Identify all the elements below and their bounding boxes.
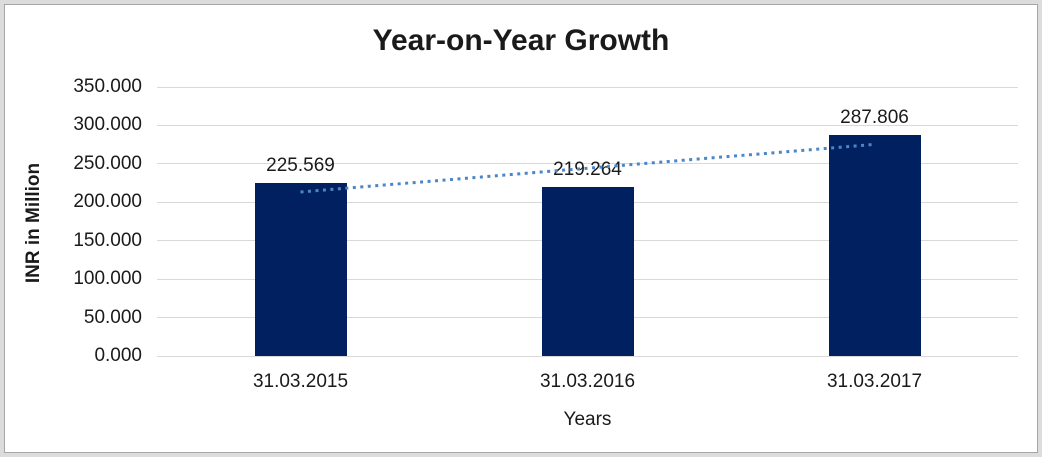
y-tick-label: 350.000 xyxy=(73,76,142,97)
x-tick-label: 31.03.2015 xyxy=(252,371,349,392)
chart-title: Year-on-Year Growth xyxy=(372,24,670,57)
bar-31-03-2016 xyxy=(541,187,634,356)
y-tick-label: 0.000 xyxy=(94,345,142,366)
y-tick-label: 50.000 xyxy=(83,306,142,328)
y-tick-label: 200.000 xyxy=(73,191,142,213)
x-tick-label: 31.03.2016 xyxy=(539,371,636,392)
y-tick-label: 250.000 xyxy=(73,152,142,174)
bar-value-label: 219.264 xyxy=(553,159,622,181)
bar-value-label: 287.806 xyxy=(840,106,909,128)
bar-value-label: 225.569 xyxy=(266,154,335,176)
gridline xyxy=(157,124,1018,126)
gridline xyxy=(157,355,1018,357)
x-tick-label: 31.03.2017 xyxy=(826,371,923,392)
bar-31-03-2015 xyxy=(254,182,347,356)
y-tick-label: 150.000 xyxy=(73,229,142,251)
gridline xyxy=(157,86,1018,88)
y-axis-title: INR in Million xyxy=(23,162,44,284)
bar-31-03-2017 xyxy=(828,134,921,356)
y-tick-label: 100.000 xyxy=(73,268,142,290)
x-axis-title: Years xyxy=(563,409,612,430)
y-tick-label: 300.000 xyxy=(73,114,142,136)
